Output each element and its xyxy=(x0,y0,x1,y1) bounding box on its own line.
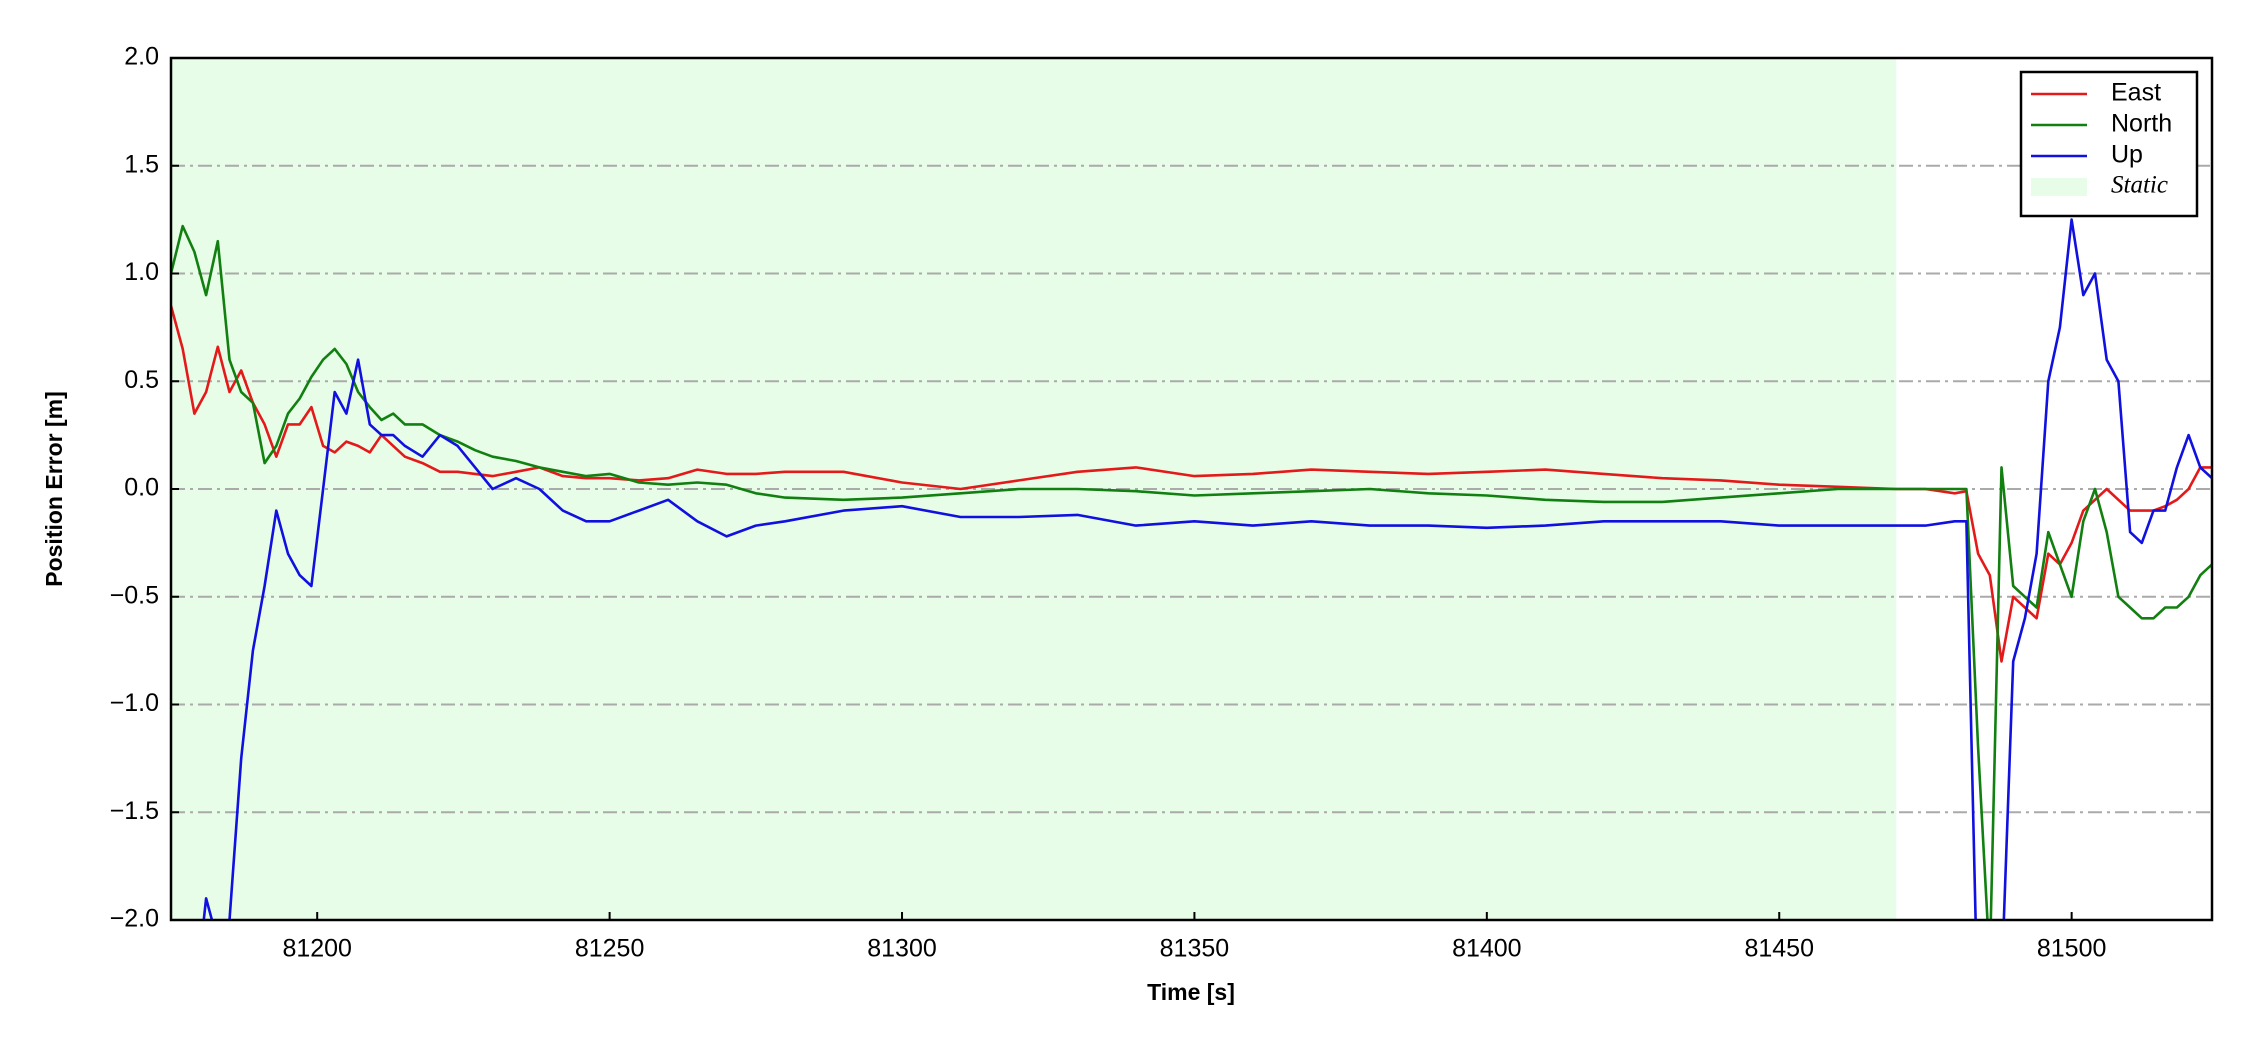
y-tick-label: −0.5 xyxy=(110,581,159,609)
legend: East North Up Static xyxy=(2019,70,2199,218)
y-tick-label: 1.5 xyxy=(124,150,159,178)
y-tick-label: −1.0 xyxy=(110,689,159,717)
legend-label: North xyxy=(2111,110,2172,138)
legend-label: Up xyxy=(2111,141,2143,169)
y-tick-label: 2.0 xyxy=(124,43,159,71)
y-tick-label: −1.5 xyxy=(110,797,159,825)
legend-label: Static xyxy=(2111,172,2168,199)
legend-swatch xyxy=(2031,178,2087,196)
y-axis-label: Position Error [m] xyxy=(41,391,67,587)
y-tick-label: 0.5 xyxy=(124,366,159,394)
x-tick-label: 81500 xyxy=(2037,935,2107,963)
x-tick-label: 81250 xyxy=(575,935,645,963)
plot-frame xyxy=(169,56,2214,922)
y-tick-label: 1.0 xyxy=(124,258,159,286)
x-tick-label: 81300 xyxy=(867,935,937,963)
y-tick-label: 0.0 xyxy=(124,474,159,502)
x-tick-label: 81200 xyxy=(282,935,352,963)
axes: −2.0 −1.5 −1.0 −0.5 0.0 0.5 1.0 1.5 2.0 81200 8125… xyxy=(110,43,2214,963)
series-line xyxy=(202,218,2212,920)
x-tick-label: 81450 xyxy=(1744,935,1814,963)
x-tick-label: 81350 xyxy=(1160,935,1230,963)
legend-label: East xyxy=(2111,79,2161,107)
lines xyxy=(171,218,2212,920)
series-line xyxy=(171,224,2212,920)
x-axis-label: Time [s] xyxy=(1147,979,1235,1005)
y-tick-label: −2.0 xyxy=(110,905,159,933)
x-tick-label: 81400 xyxy=(1452,935,1522,963)
